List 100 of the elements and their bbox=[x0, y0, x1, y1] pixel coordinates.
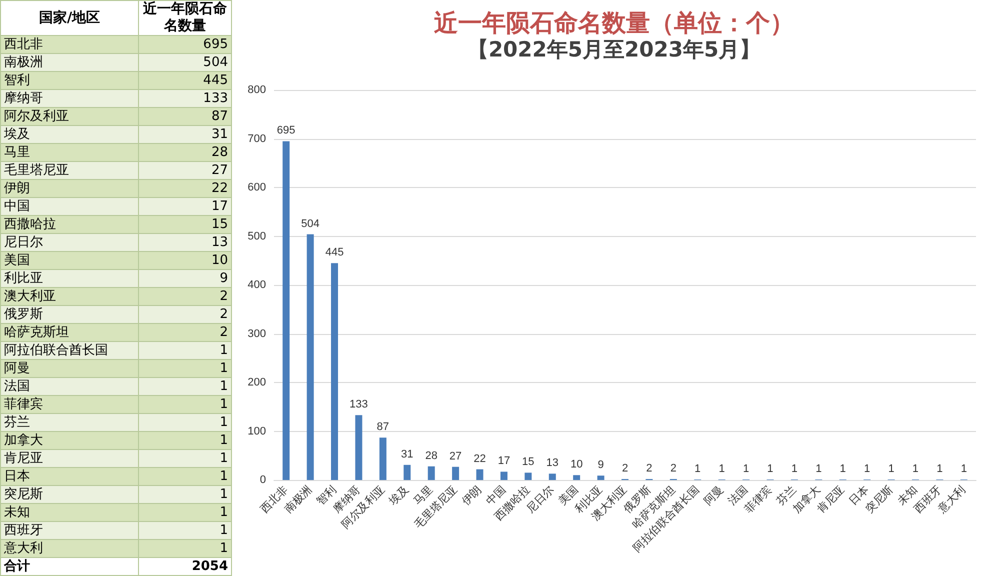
category-label: 法国 bbox=[0, 378, 138, 396]
data-label: 10 bbox=[138, 252, 232, 270]
data-label: 1 bbox=[791, 463, 798, 476]
bar bbox=[573, 475, 580, 480]
category-label: 智利 bbox=[0, 72, 138, 90]
bar bbox=[404, 464, 411, 480]
data-label: 1 bbox=[718, 463, 725, 476]
data-label: 87 bbox=[138, 108, 232, 126]
data-label: 1 bbox=[742, 463, 750, 476]
data-label: 1 bbox=[960, 463, 967, 476]
data-label: 1 bbox=[767, 463, 774, 476]
data-label: 133 bbox=[138, 90, 232, 108]
data-label: 28 bbox=[138, 144, 232, 162]
y-tick-label: 800 bbox=[248, 84, 266, 96]
data-label: 2 bbox=[138, 288, 232, 306]
bar bbox=[548, 474, 556, 480]
data-label: 2 bbox=[138, 324, 232, 342]
bar bbox=[524, 472, 532, 480]
category-label: 尼日尔 bbox=[0, 234, 138, 252]
x-tick-label: 伊朗 bbox=[459, 483, 484, 508]
x-tick-label: 埃及 bbox=[386, 483, 412, 509]
data-label: 27 bbox=[449, 450, 462, 462]
category-label: 埃及 bbox=[0, 126, 138, 144]
data-label: 1 bbox=[138, 396, 232, 414]
y-tick-label: 100 bbox=[248, 425, 266, 438]
data-label: 695 bbox=[138, 36, 232, 54]
data-label: 13 bbox=[546, 457, 559, 470]
data-label: 22 bbox=[474, 452, 486, 465]
data-label: 9 bbox=[138, 270, 232, 288]
data-label: 13 bbox=[138, 234, 232, 252]
bar bbox=[282, 141, 290, 480]
data-label: 1 bbox=[138, 504, 232, 522]
x-tick-label: 阿曼 bbox=[702, 484, 726, 508]
data-label: 1 bbox=[864, 463, 870, 476]
data-label: 31 bbox=[401, 448, 414, 460]
text: 合计 bbox=[0, 558, 138, 576]
data-label: 2 bbox=[646, 462, 652, 475]
data-label: 15 bbox=[522, 456, 534, 468]
data-label: 1 bbox=[138, 342, 232, 360]
data-label: 1 bbox=[138, 378, 232, 396]
bar bbox=[306, 234, 314, 480]
data-label: 1 bbox=[694, 463, 701, 476]
data-label: 1 bbox=[138, 468, 232, 486]
data-label: 9 bbox=[598, 459, 604, 472]
bar bbox=[500, 472, 508, 480]
data-label: 133 bbox=[350, 398, 368, 411]
y-tick-label: 300 bbox=[248, 328, 266, 340]
data-label: 2 bbox=[622, 462, 628, 475]
y-tick-label: 600 bbox=[248, 182, 266, 194]
category-label: 哈萨克斯坦 bbox=[0, 324, 138, 342]
data-label: 445 bbox=[138, 72, 232, 90]
y-tick-label: 200 bbox=[248, 376, 266, 388]
data-label: 10 bbox=[570, 458, 583, 471]
data-label: 1 bbox=[912, 463, 919, 476]
y-tick-label: 0 bbox=[260, 474, 266, 486]
data-label: 28 bbox=[425, 450, 438, 462]
data-label: 27 bbox=[138, 162, 232, 180]
category-label: 俄罗斯 bbox=[0, 306, 138, 324]
data-label: 1 bbox=[936, 463, 943, 476]
data-label: 1 bbox=[138, 540, 232, 558]
bar bbox=[597, 476, 604, 480]
y-tick-label: 700 bbox=[248, 132, 266, 145]
data-label: 15 bbox=[138, 216, 232, 234]
category-label: 日本 bbox=[0, 468, 138, 486]
category-label: 阿拉伯联合酋长国 bbox=[0, 342, 138, 360]
y-tick-label: 400 bbox=[248, 279, 266, 291]
data-label: 17 bbox=[138, 198, 232, 216]
data-label: 1 bbox=[138, 360, 232, 378]
category-label: 中国 bbox=[0, 198, 138, 216]
category-label: 摩纳哥 bbox=[0, 90, 138, 108]
data-label: 31 bbox=[138, 126, 232, 144]
text: 国家/地区 bbox=[0, 0, 138, 36]
text: 近一年陨石命名数量 bbox=[138, 0, 232, 36]
category-label: 肯尼亚 bbox=[0, 450, 138, 468]
category-label: 意大利 bbox=[0, 540, 138, 558]
chart-title: 近一年陨石命名数量（单位：个） bbox=[434, 9, 794, 37]
data-label: 2 bbox=[670, 462, 676, 475]
data-label: 504 bbox=[301, 218, 320, 230]
data-label: 445 bbox=[325, 246, 344, 259]
category-label: 西北非 bbox=[0, 36, 138, 54]
chart-subtitle: 【2022年5月至2023年5月】 bbox=[467, 38, 761, 62]
category-label: 伊朗 bbox=[0, 180, 138, 198]
category-label: 芬兰 bbox=[0, 414, 138, 432]
bar bbox=[331, 263, 338, 480]
data-label: 1 bbox=[138, 432, 232, 450]
data-label: 1 bbox=[138, 486, 232, 504]
bar bbox=[355, 415, 362, 480]
y-tick-label: 500 bbox=[248, 230, 266, 242]
bar bbox=[428, 466, 435, 480]
category-label: 加拿大 bbox=[0, 432, 138, 450]
category-label: 南极洲 bbox=[0, 54, 138, 72]
data-label: 504 bbox=[138, 54, 232, 72]
category-label: 菲律宾 bbox=[0, 396, 138, 414]
data-label: 1 bbox=[816, 463, 822, 476]
data-label: 2 bbox=[138, 306, 232, 324]
category-label: 阿曼 bbox=[0, 360, 138, 378]
data-label: 87 bbox=[376, 421, 390, 434]
category-label: 西撒哈拉 bbox=[0, 216, 138, 234]
data-label: 1 bbox=[138, 450, 232, 468]
data-label: 695 bbox=[276, 124, 296, 137]
